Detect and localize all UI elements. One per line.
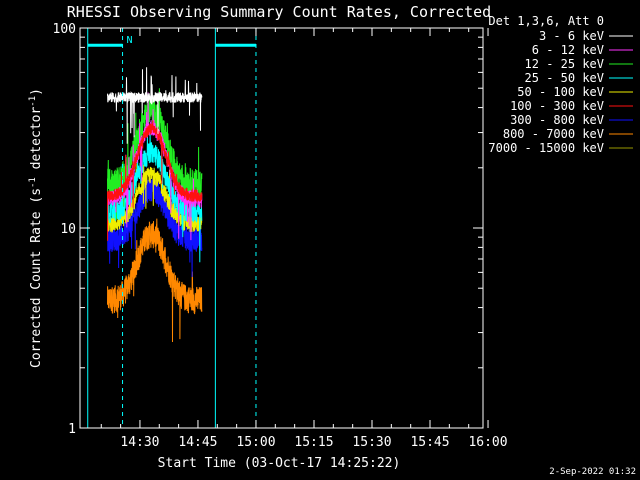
series-layer: [107, 67, 203, 343]
series-12-25-kev-line: [107, 88, 203, 220]
legend-label: 25 - 50 keV: [525, 71, 604, 85]
x-tick-label: 15:30: [352, 435, 391, 450]
series-800-7000-kev-line: [107, 218, 203, 343]
x-tick-label: 14:45: [178, 435, 217, 450]
x-axis-label: Start Time (03-Oct-17 14:25:22): [158, 456, 401, 471]
series-100-300-kev-line: [107, 120, 203, 241]
legend-header: Det 1,3,6, Att 0: [488, 14, 604, 28]
legend-label: 50 - 100 keV: [517, 85, 604, 99]
series-25-50-kev-line: [107, 133, 203, 263]
y-tick-label: 10: [60, 222, 76, 237]
x-tick-label: 15:15: [294, 435, 333, 450]
y-axis-label-exponent-1: -1: [28, 177, 38, 188]
night-markers: N: [87, 28, 257, 428]
legend-label: 300 - 800 keV: [510, 113, 604, 127]
legend-label: 7000 - 15000 keV: [488, 141, 604, 155]
x-tick-label: 14:30: [120, 435, 159, 450]
x-tick-label: 15:00: [236, 435, 275, 450]
y-tick-label: 1: [68, 422, 76, 437]
chart-title: RHESSI Observing Summary Count Rates, Co…: [67, 3, 491, 21]
y-axis-label: Corrected Count Rate (s-1 detector-1): [28, 88, 44, 368]
x-tick-label: 15:45: [410, 435, 449, 450]
legend-label: 800 - 7000 keV: [503, 127, 604, 141]
legend-label: 6 - 12 keV: [532, 43, 604, 57]
night-bar-label: N: [127, 35, 133, 46]
x-tick-label: 16:00: [468, 435, 507, 450]
series-3-6-kev-line: [107, 67, 203, 144]
legend-label: 100 - 300 keV: [510, 99, 604, 113]
plot-frame: [79, 27, 484, 429]
legend-label: 12 - 25 keV: [525, 57, 604, 71]
series-300-800-kev-line: [107, 177, 203, 278]
y-tick-label: 100: [53, 22, 76, 37]
legend-label: 3 - 6 keV: [539, 29, 604, 43]
y-axis-label-exponent-2: -1: [28, 96, 38, 107]
axes: 14:30 14:45 15:00 15:15 15:30 15:45 16:00 1 10 10…: [53, 22, 508, 450]
footer-timestamp: 2-Sep-2022 01:32: [549, 467, 636, 477]
